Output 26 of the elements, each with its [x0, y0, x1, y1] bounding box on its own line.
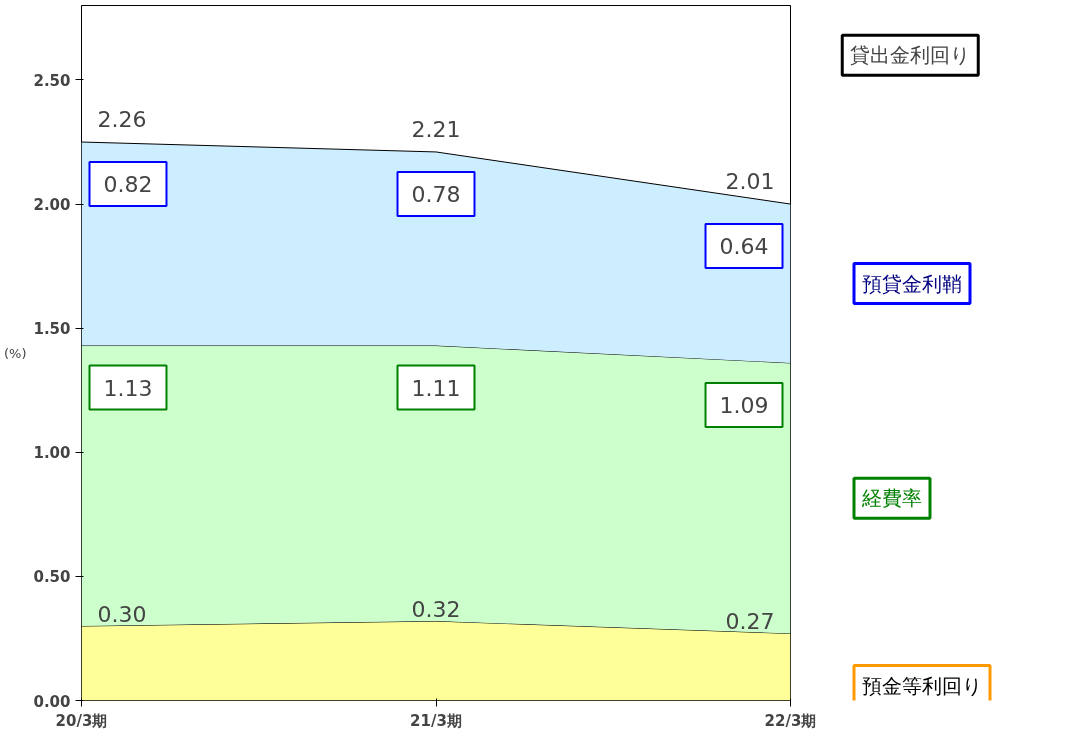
- text: 経費率: [861, 486, 922, 511]
- text: 預金等利回り: [862, 673, 982, 698]
- y-tick-label: 1.50: [33, 320, 71, 339]
- y-tick-label: 1.00: [33, 444, 71, 463]
- y-tick-label: 2.50: [33, 71, 71, 90]
- data-label: 0.64: [719, 234, 769, 260]
- total-label: 2.01: [725, 169, 775, 195]
- data-label: 0.27: [725, 609, 775, 635]
- x-tick-label: 20/3期: [55, 711, 108, 730]
- x-tick-label: 22/3期: [764, 711, 817, 730]
- y-tick-label: 0.50: [33, 568, 71, 587]
- text: 貸出金利回り: [850, 43, 971, 68]
- data-label: 0.32: [411, 597, 461, 623]
- text: 預貸金利鞘: [862, 271, 962, 296]
- data-label: 1.13: [103, 375, 153, 401]
- data-label: 0.30: [97, 602, 147, 628]
- x-tick-label: 21/3期: [410, 711, 462, 730]
- data-label: 0.78: [411, 181, 461, 207]
- y-tick-label: 0.00: [33, 692, 71, 711]
- total-label: 2.26: [97, 107, 147, 133]
- total-label: 2.21: [411, 117, 461, 143]
- y-tick-label: 2.00: [33, 196, 71, 215]
- data-label: 0.82: [103, 172, 153, 198]
- data-label: 1.09: [719, 392, 769, 418]
- y-axis-title: (%): [3, 345, 27, 361]
- data-label: 1.11: [411, 375, 461, 401]
